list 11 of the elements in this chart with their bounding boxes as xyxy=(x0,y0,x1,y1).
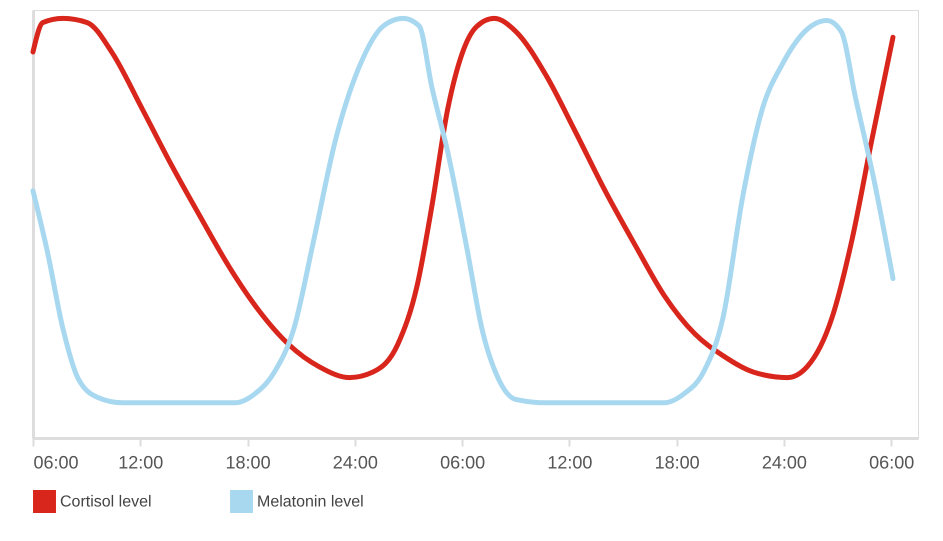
x-tick-label: 18:00 xyxy=(654,452,700,472)
legend-label: Cortisol level xyxy=(60,494,152,511)
x-tick-label: 12:00 xyxy=(547,452,592,472)
x-tick-label: 06:00 xyxy=(869,452,914,472)
x-tick-label: 06:00 xyxy=(440,452,486,472)
x-tick-label: 18:00 xyxy=(226,452,271,472)
x-tick-label: 24:00 xyxy=(762,452,807,472)
legend-label: Melatonin level xyxy=(257,494,364,511)
x-tick-label: 06:00 xyxy=(34,452,79,472)
x-tick-label: 12:00 xyxy=(118,452,164,472)
x-tick-label: 24:00 xyxy=(332,452,378,472)
